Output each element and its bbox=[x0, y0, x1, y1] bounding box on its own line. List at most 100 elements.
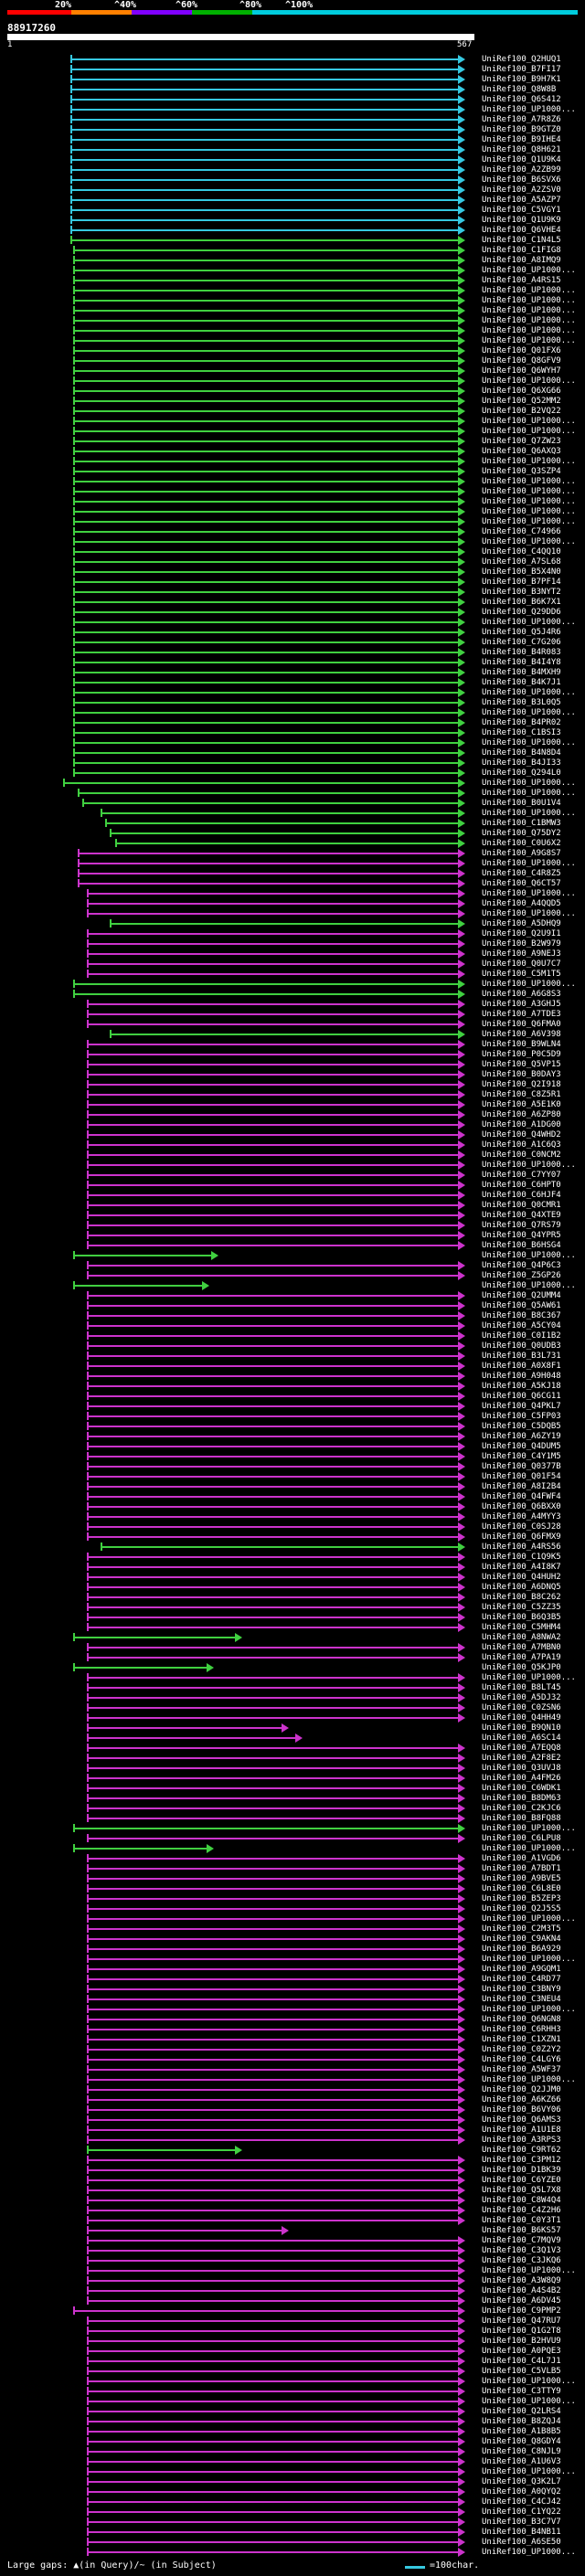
hit-row[interactable]: UniRef100_UP1000... bbox=[0, 1844, 585, 1854]
hit-row[interactable]: UniRef100_UP1000... bbox=[0, 326, 585, 336]
hit-label[interactable]: UniRef100_Q0U7C7 bbox=[482, 959, 561, 969]
hit-row[interactable]: UniRef100_B6K7X1 bbox=[0, 598, 585, 608]
hit-label[interactable]: UniRef100_C8Z5R1 bbox=[482, 1090, 561, 1099]
hit-row[interactable]: UniRef100_Q4DUM5 bbox=[0, 1442, 585, 1452]
hit-row[interactable]: UniRef100_Q6VHE4 bbox=[0, 226, 585, 236]
hit-label[interactable]: UniRef100_A0QYQ2 bbox=[482, 2487, 561, 2496]
hit-row[interactable]: UniRef100_B6A929 bbox=[0, 1945, 585, 1955]
hit-row[interactable]: UniRef100_UP1000... bbox=[0, 1955, 585, 1965]
hit-label[interactable]: UniRef100_UP1000... bbox=[482, 487, 576, 496]
hit-label[interactable]: UniRef100_UP1000... bbox=[482, 708, 576, 717]
hit-row[interactable]: UniRef100_B3NYT2 bbox=[0, 588, 585, 598]
hit-label[interactable]: UniRef100_UP1000... bbox=[482, 316, 576, 325]
hit-label[interactable]: UniRef100_Z5GP26 bbox=[482, 1271, 561, 1280]
hit-row[interactable]: UniRef100_Q4HUH2 bbox=[0, 1573, 585, 1583]
hit-row[interactable]: UniRef100_Q4XTE9 bbox=[0, 1211, 585, 1221]
hit-label[interactable]: UniRef100_Q4XTE9 bbox=[482, 1211, 561, 1220]
hit-label[interactable]: UniRef100_UP1000... bbox=[482, 417, 576, 426]
hit-label[interactable]: UniRef100_C6RHH3 bbox=[482, 2025, 561, 2034]
hit-label[interactable]: UniRef100_C1YQ22 bbox=[482, 2507, 561, 2517]
hit-row[interactable]: UniRef100_A4MYY3 bbox=[0, 1512, 585, 1522]
hit-label[interactable]: UniRef100_C9RT62 bbox=[482, 2146, 561, 2155]
hit-label[interactable]: UniRef100_Q1U9K9 bbox=[482, 216, 561, 225]
hit-label[interactable]: UniRef100_A4S4B2 bbox=[482, 2286, 561, 2295]
hit-label[interactable]: UniRef100_A7EQQ8 bbox=[482, 1744, 561, 1753]
hit-label[interactable]: UniRef100_C6HJF4 bbox=[482, 1191, 561, 1200]
hit-label[interactable]: UniRef100_A4QQD5 bbox=[482, 899, 561, 908]
hit-label[interactable]: UniRef100_Q0CMR1 bbox=[482, 1201, 561, 1210]
hit-label[interactable]: UniRef100_B4MXH9 bbox=[482, 668, 561, 677]
hit-label[interactable]: UniRef100_B6HSG4 bbox=[482, 1241, 561, 1250]
hit-label[interactable]: UniRef100_Q2JJM0 bbox=[482, 2085, 561, 2094]
hit-row[interactable]: UniRef100_UP1000... bbox=[0, 2397, 585, 2407]
hit-label[interactable]: UniRef100_C1N4L5 bbox=[482, 236, 561, 245]
hit-label[interactable]: UniRef100_Q8W8B bbox=[482, 85, 557, 94]
hit-row[interactable]: UniRef100_A7R8Z6 bbox=[0, 115, 585, 125]
hit-row[interactable]: UniRef100_UP1000... bbox=[0, 980, 585, 990]
hit-label[interactable]: UniRef100_Q8H621 bbox=[482, 145, 561, 154]
hit-row[interactable]: UniRef100_UP1000... bbox=[0, 296, 585, 306]
hit-row[interactable]: UniRef100_C0ZSN6 bbox=[0, 1703, 585, 1713]
hit-row[interactable]: UniRef100_B6SVX6 bbox=[0, 175, 585, 186]
hit-row[interactable]: UniRef100_Q52MM2 bbox=[0, 397, 585, 407]
hit-row[interactable]: UniRef100_UP1000... bbox=[0, 477, 585, 487]
hit-label[interactable]: UniRef100_C3PM12 bbox=[482, 2156, 561, 2165]
hit-label[interactable]: UniRef100_C1XZN1 bbox=[482, 2035, 561, 2044]
hit-label[interactable]: UniRef100_Q8GFV9 bbox=[482, 356, 561, 366]
hit-label[interactable]: UniRef100_UP1000... bbox=[482, 618, 576, 627]
hit-label[interactable]: UniRef100_Q3SZP4 bbox=[482, 467, 561, 476]
hit-label[interactable]: UniRef100_C7YY07 bbox=[482, 1171, 561, 1180]
hit-row[interactable]: UniRef100_C3JKQ6 bbox=[0, 2256, 585, 2266]
hit-row[interactable]: UniRef100_UP1000... bbox=[0, 487, 585, 497]
hit-label[interactable]: UniRef100_B4K7J1 bbox=[482, 678, 561, 687]
hit-label[interactable]: UniRef100_A3GHJ5 bbox=[482, 1000, 561, 1009]
hit-label[interactable]: UniRef100_C74966 bbox=[482, 527, 561, 536]
hit-label[interactable]: UniRef100_C6LPU8 bbox=[482, 1834, 561, 1843]
hit-row[interactable]: UniRef100_UP1000... bbox=[0, 427, 585, 437]
hit-label[interactable]: UniRef100_Q6NGN8 bbox=[482, 2015, 561, 2024]
hit-row[interactable]: UniRef100_B3L731 bbox=[0, 1352, 585, 1362]
hit-label[interactable]: UniRef100_A6SE50 bbox=[482, 2538, 561, 2547]
hit-label[interactable]: UniRef100_B2HVU9 bbox=[482, 2337, 561, 2346]
hit-label[interactable]: UniRef100_A6ZY19 bbox=[482, 1432, 561, 1441]
hit-label[interactable]: UniRef100_A1DG00 bbox=[482, 1120, 561, 1129]
hit-label[interactable]: UniRef100_A0PQE3 bbox=[482, 2347, 561, 2356]
hit-label[interactable]: UniRef100_Q294L0 bbox=[482, 769, 561, 778]
hit-row[interactable]: UniRef100_B0U1V4 bbox=[0, 799, 585, 809]
hit-row[interactable]: UniRef100_UP1000... bbox=[0, 266, 585, 276]
hit-label[interactable]: UniRef100_UP1000... bbox=[482, 889, 576, 898]
hit-label[interactable]: UniRef100_Q4YPR5 bbox=[482, 1231, 561, 1240]
hit-row[interactable]: UniRef100_C5ZZ35 bbox=[0, 1603, 585, 1613]
hit-label[interactable]: UniRef100_A1B8B5 bbox=[482, 2427, 561, 2436]
hit-row[interactable]: UniRef100_Q6CT57 bbox=[0, 879, 585, 889]
hit-label[interactable]: UniRef100_C6HPT0 bbox=[482, 1181, 561, 1190]
hit-row[interactable]: UniRef100_C1YQ22 bbox=[0, 2507, 585, 2518]
hit-label[interactable]: UniRef100_B2VQ22 bbox=[482, 407, 561, 416]
hit-label[interactable]: UniRef100_C3Q1V3 bbox=[482, 2246, 561, 2255]
hit-label[interactable]: UniRef100_A5E1K0 bbox=[482, 1100, 561, 1109]
hit-row[interactable]: UniRef100_C3TTY9 bbox=[0, 2387, 585, 2397]
hit-row[interactable]: UniRef100_A0QYQ2 bbox=[0, 2487, 585, 2497]
hit-row[interactable]: UniRef100_Q1U9K9 bbox=[0, 216, 585, 226]
hit-label[interactable]: UniRef100_C3BNY9 bbox=[482, 1985, 561, 1994]
hit-row[interactable]: UniRef100_C1Q9K5 bbox=[0, 1553, 585, 1563]
hit-row[interactable]: UniRef100_Q47RU7 bbox=[0, 2316, 585, 2327]
hit-row[interactable]: UniRef100_B3L0Q5 bbox=[0, 698, 585, 708]
hit-label[interactable]: UniRef100_B6SVX6 bbox=[482, 175, 561, 185]
hit-label[interactable]: UniRef100_C3TTY9 bbox=[482, 2387, 561, 2396]
hit-row[interactable]: UniRef100_A6SC14 bbox=[0, 1733, 585, 1744]
hit-label[interactable]: UniRef100_B4JI33 bbox=[482, 758, 561, 768]
hit-label[interactable]: UniRef100_B4I4Y8 bbox=[482, 658, 561, 667]
hit-row[interactable]: UniRef100_C2M3T5 bbox=[0, 1924, 585, 1935]
hit-row[interactable]: UniRef100_Q6BXX0 bbox=[0, 1502, 585, 1512]
hit-label[interactable]: UniRef100_Q6S412 bbox=[482, 95, 561, 104]
hit-label[interactable]: UniRef100_UP1000... bbox=[482, 1161, 576, 1170]
hit-label[interactable]: UniRef100_UP1000... bbox=[482, 809, 576, 818]
hit-label[interactable]: UniRef100_UP1000... bbox=[482, 477, 576, 486]
hit-label[interactable]: UniRef100_UP1000... bbox=[482, 1914, 576, 1924]
hit-row[interactable]: UniRef100_UP1000... bbox=[0, 618, 585, 628]
hit-label[interactable]: UniRef100_A9NEJ3 bbox=[482, 949, 561, 959]
hit-row[interactable]: UniRef100_B4MXH9 bbox=[0, 668, 585, 678]
hit-label[interactable]: UniRef100_UP1000... bbox=[482, 266, 576, 275]
hit-label[interactable]: UniRef100_C8W4Q4 bbox=[482, 2196, 561, 2205]
